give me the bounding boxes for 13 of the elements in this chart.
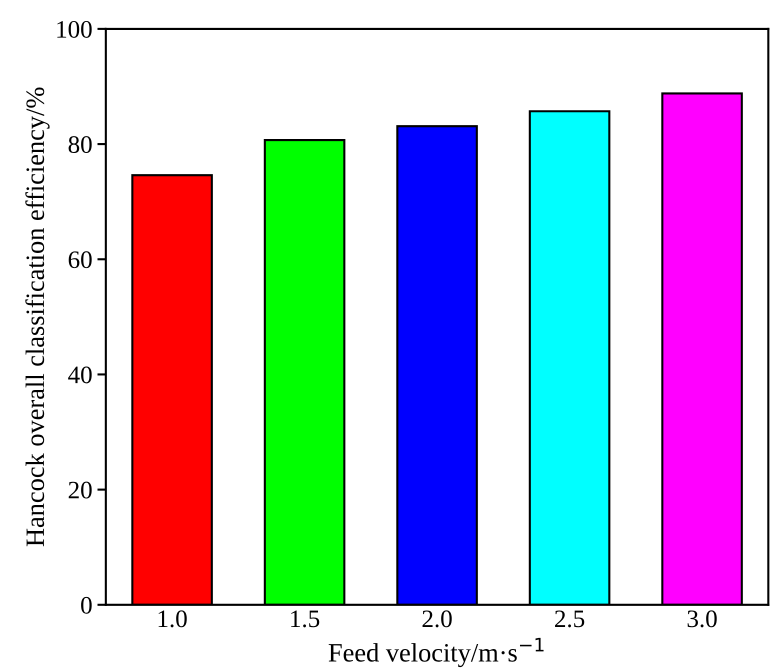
y-tick-label: 0 [81, 596, 92, 614]
x-tick-label: 2.5 [555, 610, 584, 628]
y-tick-label: 80 [68, 136, 92, 153]
x-axis-title: Feed velocity/m·s$^{−1}$ [328, 638, 544, 668]
x-tick-label: 1.5 [291, 610, 320, 628]
y-tick-label: 100 [57, 20, 92, 38]
x-tick-label: 3.0 [688, 610, 717, 628]
y-tick-label: 40 [68, 366, 92, 384]
y-tick-label: 20 [68, 482, 92, 499]
y-tick-label: 60 [68, 251, 92, 268]
x-tick-label: 2.0 [422, 610, 452, 628]
y-axis-title: Hancock overall classification efficiency/% [25, 88, 50, 546]
x-tick-label: 1.0 [158, 610, 187, 628]
